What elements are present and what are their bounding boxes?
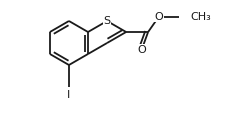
- Text: O: O: [155, 12, 163, 22]
- Text: O: O: [137, 45, 146, 55]
- Text: S: S: [103, 16, 111, 26]
- Text: I: I: [67, 90, 71, 100]
- Text: CH₃: CH₃: [191, 12, 211, 22]
